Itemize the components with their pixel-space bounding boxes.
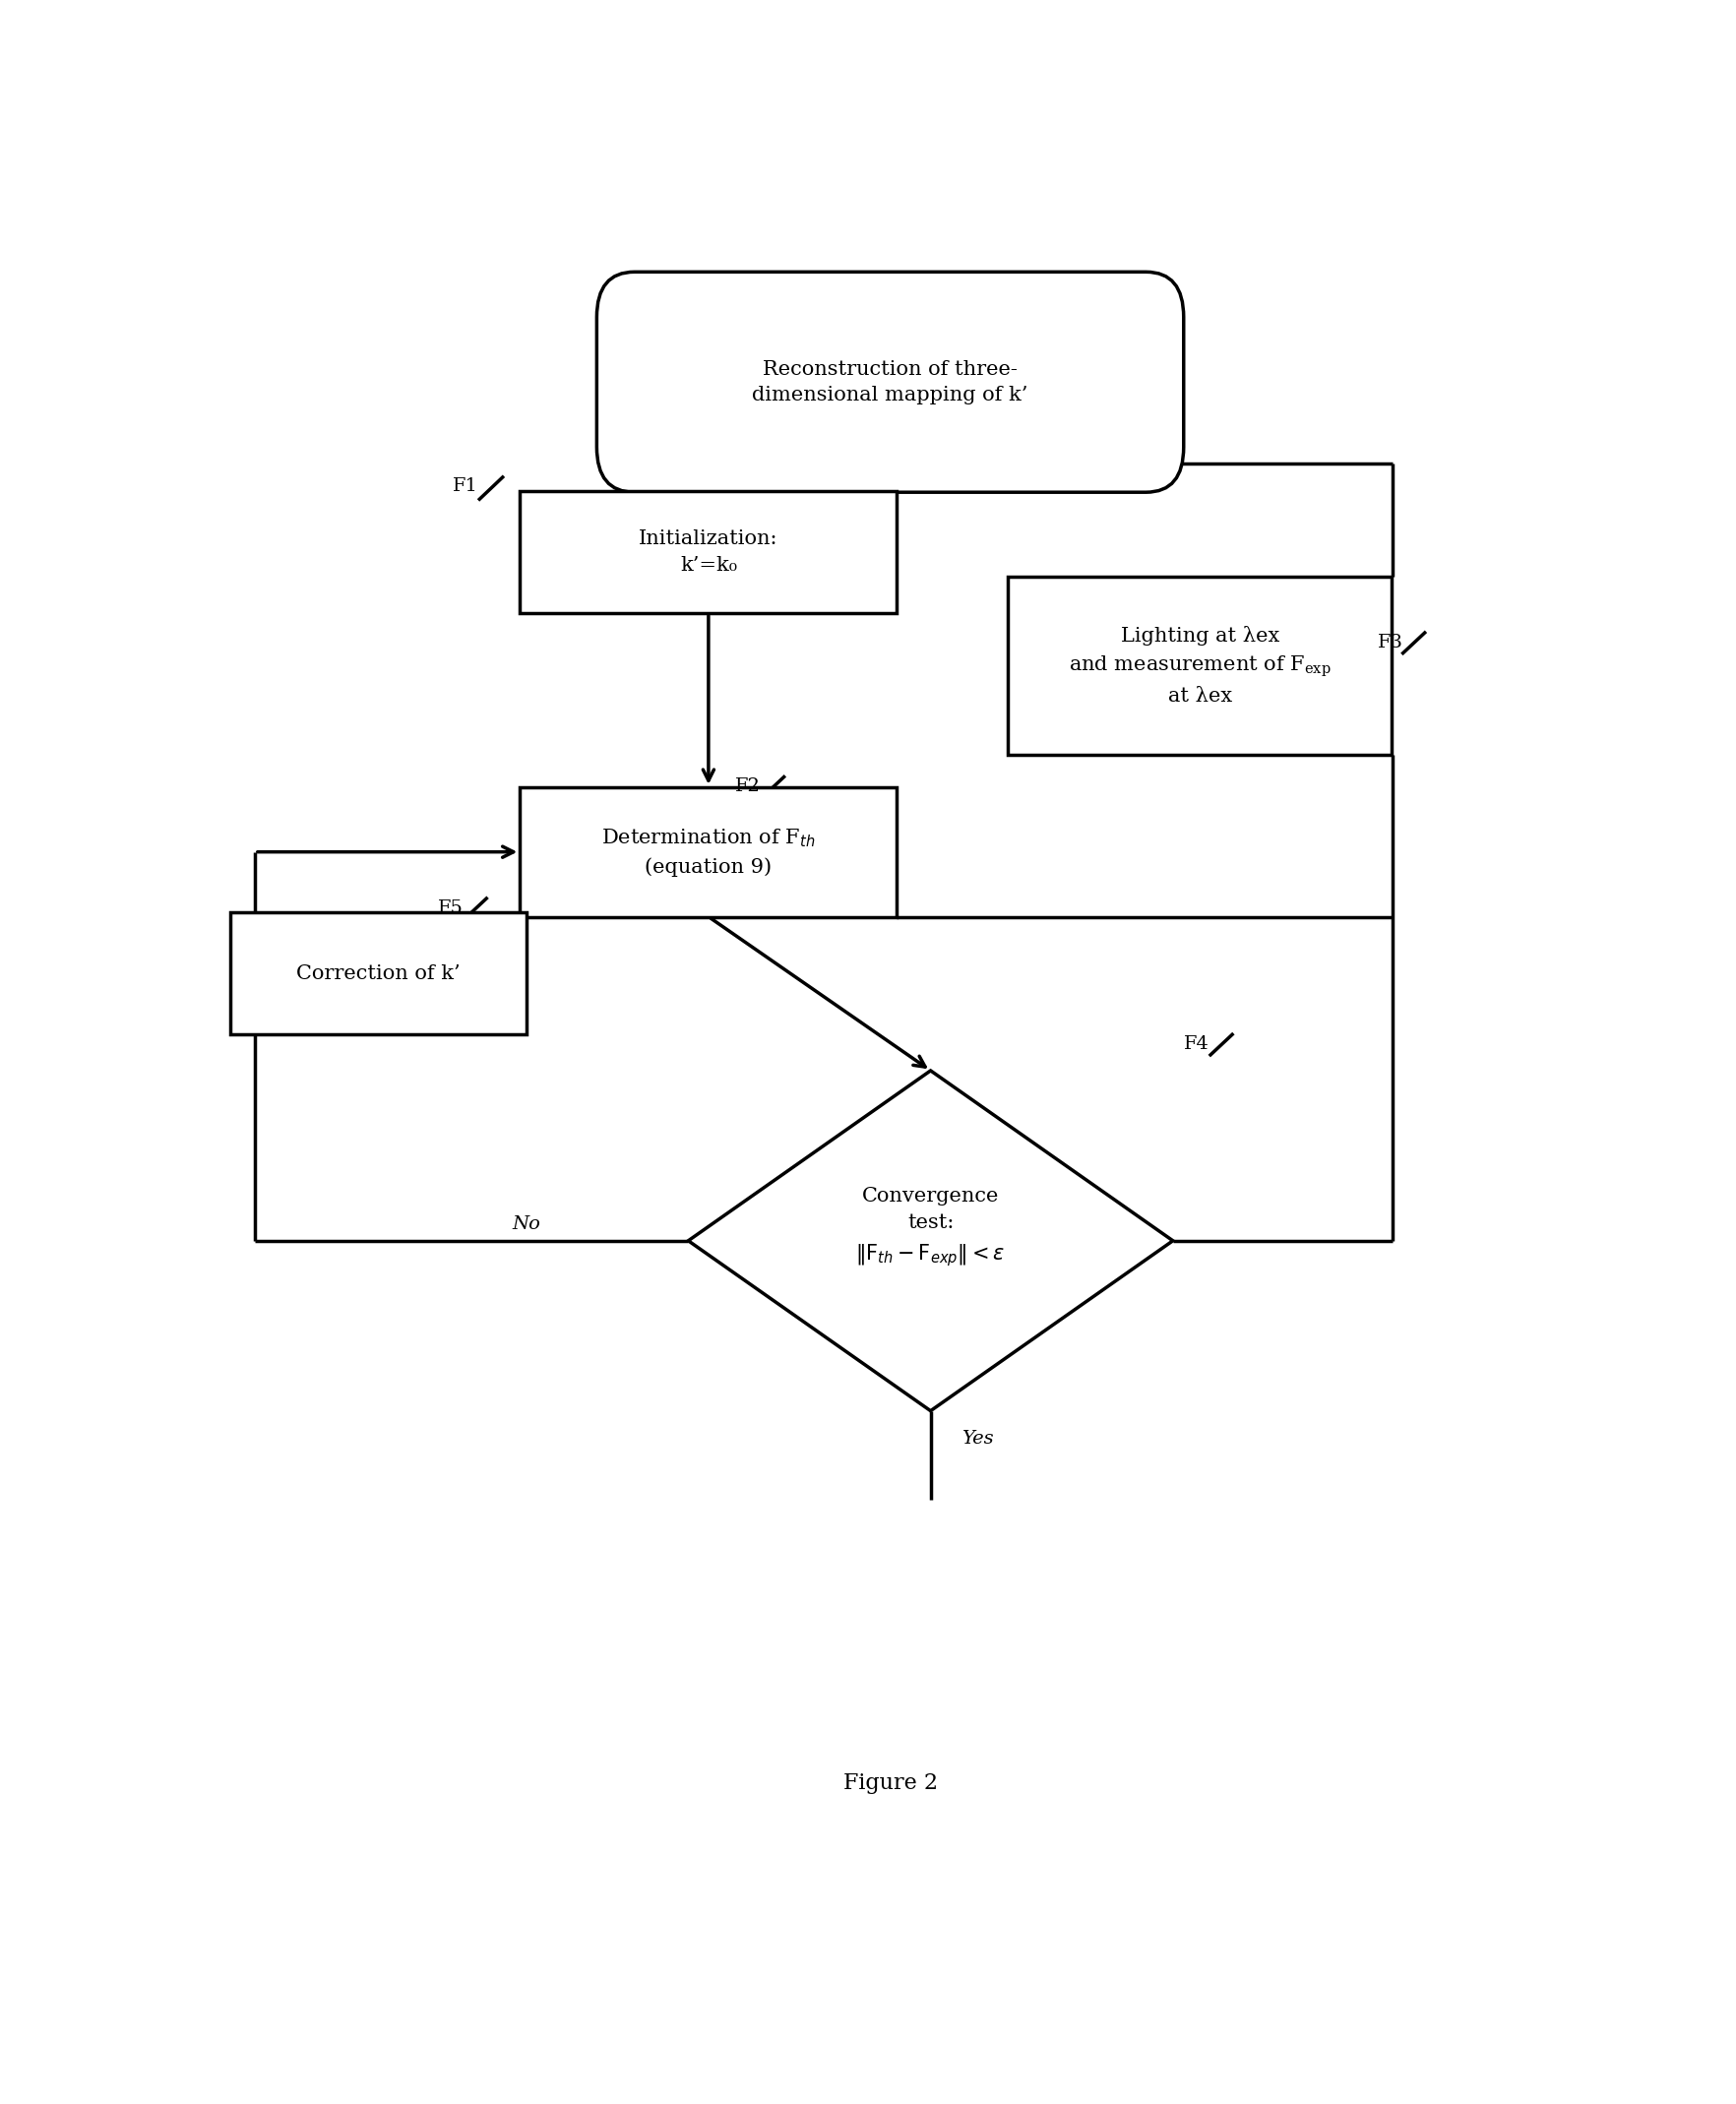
Text: No: No [512, 1216, 540, 1233]
Text: F3: F3 [1377, 633, 1403, 650]
Text: F1: F1 [453, 478, 477, 497]
Polygon shape [687, 1071, 1172, 1412]
Text: Yes: Yes [962, 1429, 993, 1448]
Text: F2: F2 [734, 778, 760, 795]
Bar [519, 787, 896, 917]
Text: Reconstruction of three-
dimensional mapping of k’: Reconstruction of three- dimensional map… [752, 360, 1028, 404]
Text: Figure 2: Figure 2 [842, 1774, 937, 1795]
Text: F4: F4 [1182, 1035, 1208, 1052]
Text: F5: F5 [437, 898, 464, 917]
Text: Convergence
test:
$\|\mathrm{F}_{th} - \mathrm{F}_{exp}\|<\varepsilon$: Convergence test: $\|\mathrm{F}_{th} - \… [856, 1187, 1005, 1269]
Bar [1007, 576, 1391, 755]
Bar [519, 492, 896, 612]
Text: Lighting at λex
and measurement of F$_\mathregular{exp}$
at λex: Lighting at λex and measurement of F$_\m… [1068, 625, 1330, 705]
Text: Correction of k’: Correction of k’ [297, 964, 460, 983]
Text: Initialization:
k’=k₀: Initialization: k’=k₀ [639, 530, 778, 574]
FancyBboxPatch shape [597, 271, 1182, 492]
Bar [231, 913, 526, 1035]
Text: Determination of F$_{th}$
(equation 9): Determination of F$_{th}$ (equation 9) [601, 827, 814, 877]
